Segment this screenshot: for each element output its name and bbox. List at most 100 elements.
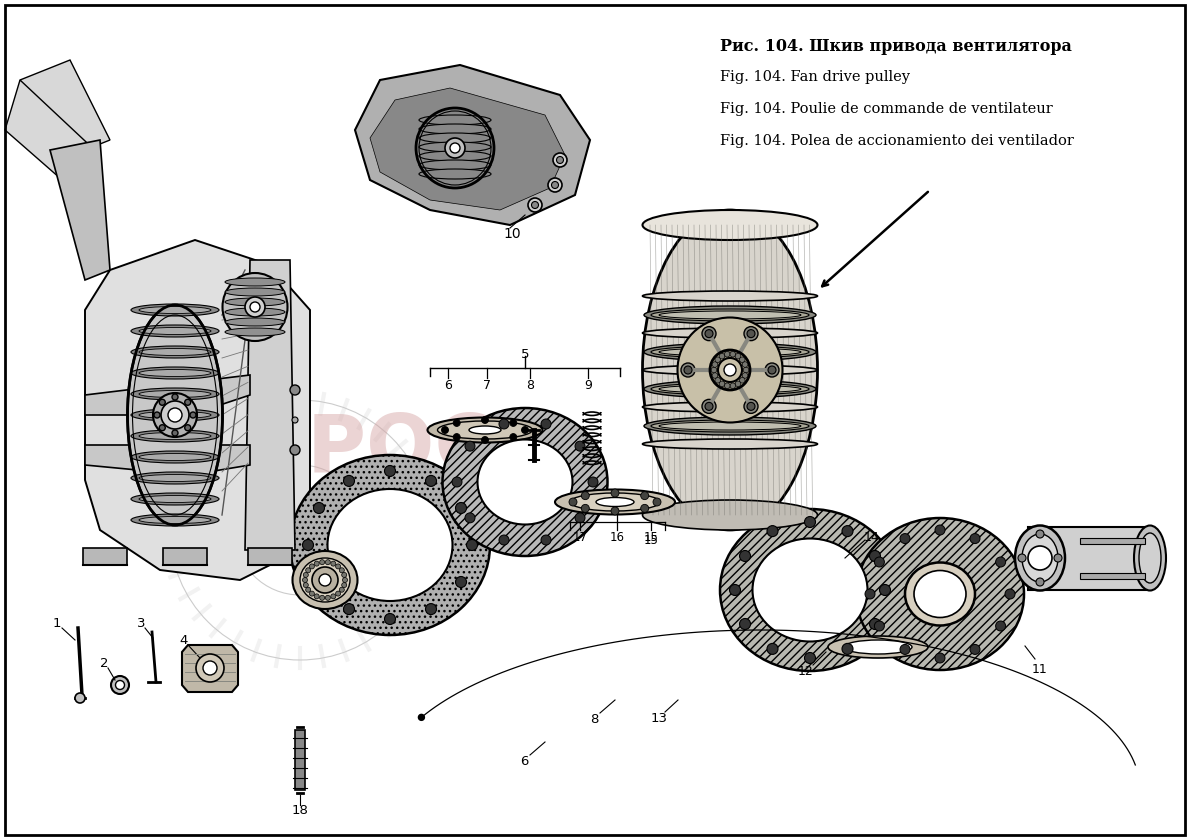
Circle shape (325, 596, 331, 601)
Circle shape (419, 714, 425, 721)
Circle shape (804, 517, 815, 528)
Ellipse shape (555, 490, 675, 514)
Ellipse shape (131, 493, 219, 505)
Circle shape (702, 327, 716, 341)
Circle shape (870, 550, 881, 561)
Circle shape (309, 591, 314, 596)
Circle shape (426, 604, 437, 615)
Ellipse shape (131, 325, 219, 337)
Ellipse shape (651, 420, 809, 432)
Text: 14: 14 (864, 531, 879, 543)
Circle shape (456, 576, 466, 587)
Ellipse shape (293, 551, 357, 609)
Ellipse shape (131, 367, 219, 379)
Circle shape (729, 585, 740, 596)
Circle shape (653, 498, 660, 506)
Circle shape (879, 585, 890, 596)
Circle shape (465, 513, 475, 522)
Text: Fig. 104. Poulie de commande de ventilateur: Fig. 104. Poulie de commande de ventilat… (720, 102, 1053, 116)
Ellipse shape (139, 433, 211, 439)
Circle shape (718, 358, 743, 382)
Circle shape (551, 181, 558, 188)
Ellipse shape (327, 489, 452, 601)
Circle shape (765, 363, 779, 377)
Ellipse shape (131, 346, 219, 358)
Circle shape (747, 329, 754, 338)
Ellipse shape (643, 210, 818, 240)
Circle shape (339, 587, 344, 592)
Circle shape (312, 567, 338, 593)
Ellipse shape (419, 124, 491, 134)
Circle shape (344, 475, 355, 486)
Polygon shape (182, 645, 238, 692)
Ellipse shape (131, 472, 219, 484)
Ellipse shape (127, 305, 223, 525)
Text: 15: 15 (644, 533, 658, 547)
Circle shape (744, 399, 758, 413)
Circle shape (302, 539, 313, 550)
Circle shape (245, 297, 265, 317)
Circle shape (313, 576, 325, 587)
Text: 7: 7 (483, 379, 491, 391)
Ellipse shape (225, 328, 284, 336)
Circle shape (306, 587, 311, 592)
Circle shape (704, 329, 713, 338)
Circle shape (509, 419, 516, 427)
Circle shape (870, 618, 881, 629)
Circle shape (744, 327, 758, 341)
Polygon shape (5, 80, 100, 200)
Ellipse shape (225, 278, 284, 286)
Circle shape (729, 351, 735, 357)
Ellipse shape (914, 570, 966, 617)
Ellipse shape (139, 328, 211, 334)
Ellipse shape (677, 318, 783, 423)
Circle shape (306, 568, 311, 573)
Circle shape (445, 138, 465, 158)
Circle shape (729, 383, 735, 389)
Ellipse shape (419, 169, 491, 179)
Ellipse shape (643, 291, 818, 301)
Circle shape (309, 564, 314, 569)
Circle shape (173, 394, 178, 400)
Circle shape (735, 381, 741, 386)
Circle shape (453, 419, 461, 427)
Circle shape (553, 153, 566, 167)
Circle shape (331, 561, 336, 566)
Circle shape (314, 594, 319, 599)
Circle shape (384, 613, 395, 624)
Polygon shape (20, 60, 109, 160)
Circle shape (768, 643, 778, 654)
Circle shape (314, 561, 319, 566)
Circle shape (575, 441, 585, 451)
Polygon shape (1028, 527, 1150, 590)
Circle shape (735, 354, 741, 359)
Circle shape (509, 433, 516, 440)
Ellipse shape (643, 439, 818, 449)
Polygon shape (1081, 538, 1145, 544)
Ellipse shape (225, 298, 284, 306)
Circle shape (303, 572, 308, 577)
Circle shape (184, 425, 190, 431)
Circle shape (1036, 578, 1044, 586)
Ellipse shape (419, 151, 491, 161)
Ellipse shape (225, 318, 284, 326)
Ellipse shape (659, 385, 801, 393)
Ellipse shape (139, 517, 211, 523)
Ellipse shape (1134, 526, 1166, 591)
Text: 9: 9 (584, 379, 591, 391)
Circle shape (739, 550, 751, 561)
Circle shape (499, 535, 509, 545)
Circle shape (75, 693, 84, 703)
Circle shape (581, 491, 589, 500)
Circle shape (384, 465, 395, 476)
Text: Fig. 104. Polea de accionamiento dei ventilador: Fig. 104. Polea de accionamiento dei ven… (720, 134, 1073, 148)
Polygon shape (83, 548, 127, 565)
Circle shape (159, 425, 165, 431)
Ellipse shape (131, 304, 219, 316)
Circle shape (1036, 530, 1044, 538)
Circle shape (715, 357, 720, 363)
Ellipse shape (1022, 534, 1058, 582)
Circle shape (684, 366, 693, 374)
Ellipse shape (419, 142, 491, 152)
Ellipse shape (644, 380, 816, 398)
